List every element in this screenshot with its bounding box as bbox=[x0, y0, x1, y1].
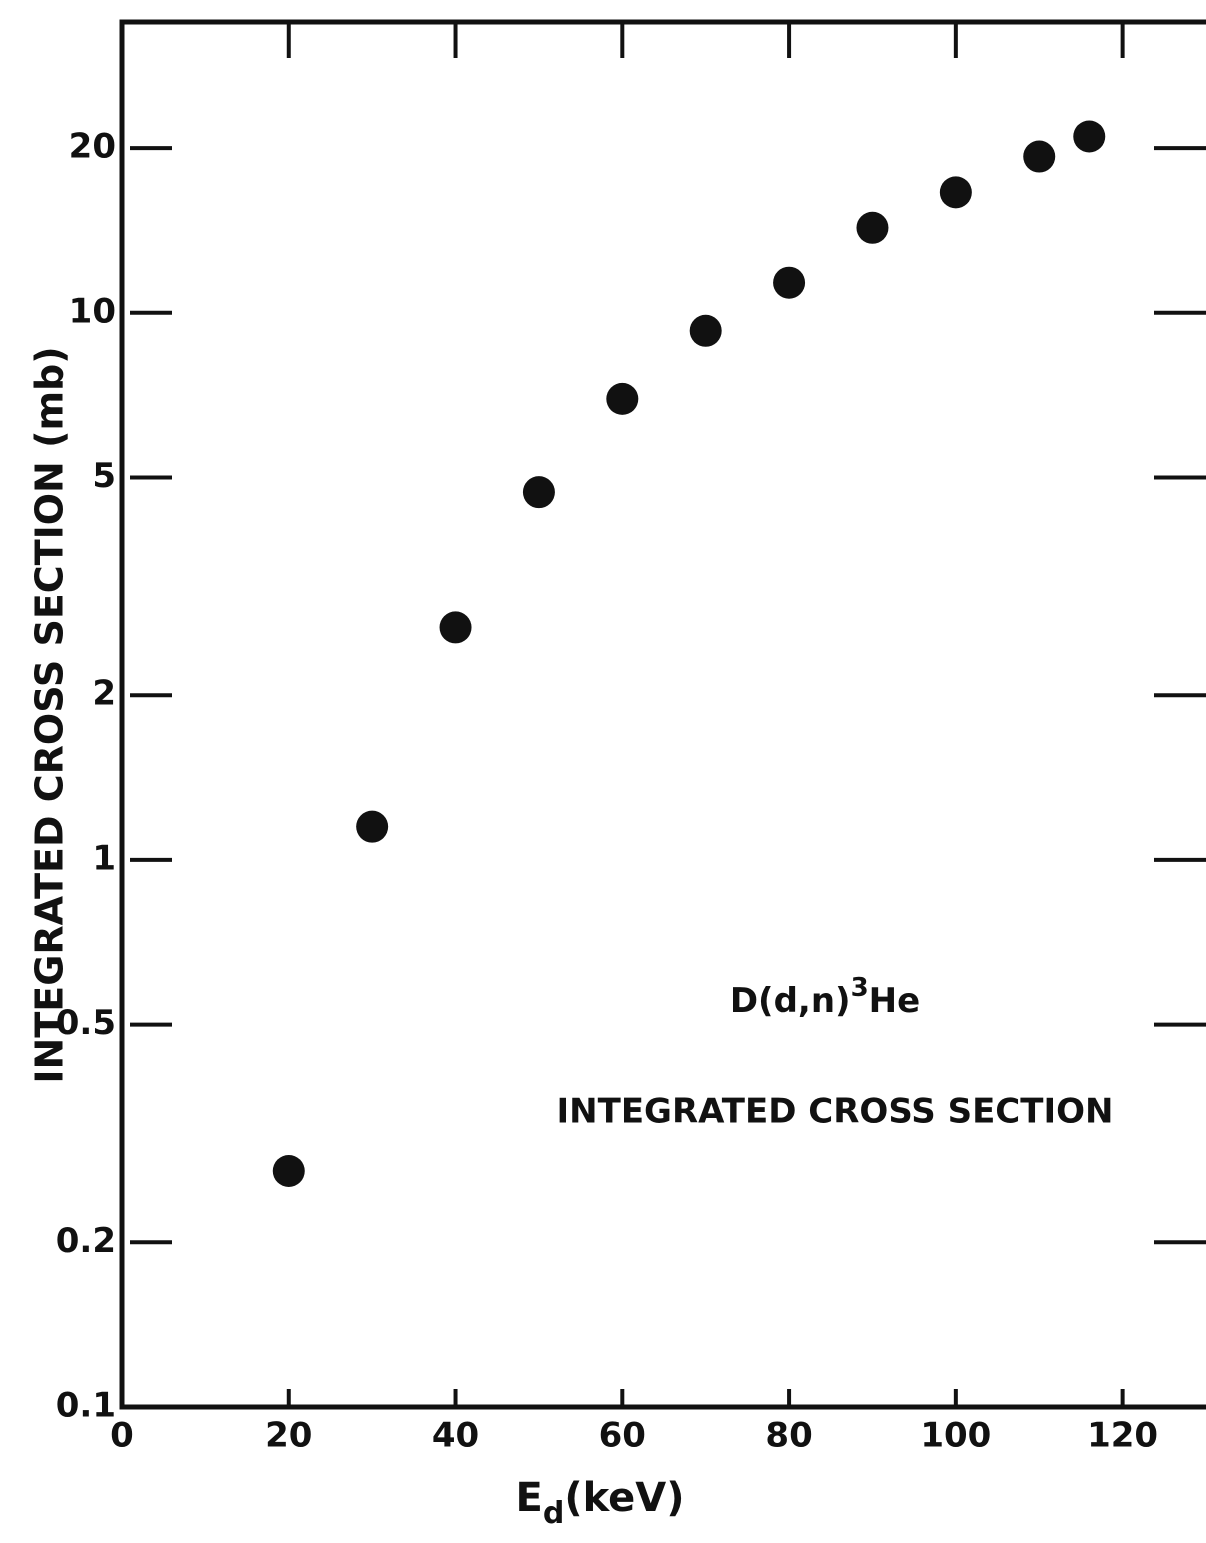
annotation-reaction: D(d,n)3He bbox=[730, 973, 920, 1021]
x-tick-label: 40 bbox=[432, 1416, 479, 1456]
data-point bbox=[356, 810, 389, 843]
data-point bbox=[689, 314, 722, 347]
x-tick-label: 20 bbox=[265, 1416, 312, 1456]
y-tick-label: 5 bbox=[92, 456, 116, 496]
y-tick-label: 20 bbox=[69, 127, 116, 167]
y-tick-label: 2 bbox=[92, 674, 116, 714]
data-point bbox=[522, 476, 555, 509]
y-tick-label: 0.2 bbox=[56, 1221, 116, 1261]
data-point bbox=[856, 211, 889, 244]
x-tick-label: 120 bbox=[1087, 1416, 1158, 1456]
reaction: D(d,n) bbox=[730, 981, 851, 1021]
x-label-symbol: E bbox=[516, 1475, 543, 1521]
data-point bbox=[439, 611, 472, 644]
y-tick-label: 0.5 bbox=[56, 1003, 116, 1043]
data-point bbox=[272, 1154, 305, 1187]
y-tick-label: 1 bbox=[92, 838, 116, 878]
x-tick-label: 60 bbox=[599, 1416, 646, 1456]
plot-frame bbox=[119, 19, 1206, 1410]
annotation-title: INTEGRATED CROSS SECTION bbox=[557, 1092, 1114, 1132]
x-axis-label: Ed(keV) bbox=[516, 1475, 685, 1531]
x-label-subscript: d bbox=[543, 1496, 564, 1531]
data-point bbox=[606, 382, 639, 415]
data-point bbox=[1073, 120, 1106, 153]
reaction-nucleus: He bbox=[869, 981, 921, 1021]
data-point bbox=[939, 176, 972, 209]
x-tick-label: 0 bbox=[110, 1416, 134, 1456]
x-tick-label: 80 bbox=[765, 1416, 812, 1456]
data-point bbox=[773, 266, 806, 299]
y-tick-label: 10 bbox=[69, 291, 116, 331]
x-tick-label: 100 bbox=[920, 1416, 991, 1456]
y-axis-label: INTEGRATED CROSS SECTION (mb) bbox=[28, 346, 72, 1083]
data-point bbox=[1023, 140, 1056, 173]
reaction-superscript: 3 bbox=[851, 973, 869, 1003]
y-tick-label: 0.1 bbox=[56, 1386, 116, 1426]
x-label-unit: (keV) bbox=[564, 1475, 684, 1521]
